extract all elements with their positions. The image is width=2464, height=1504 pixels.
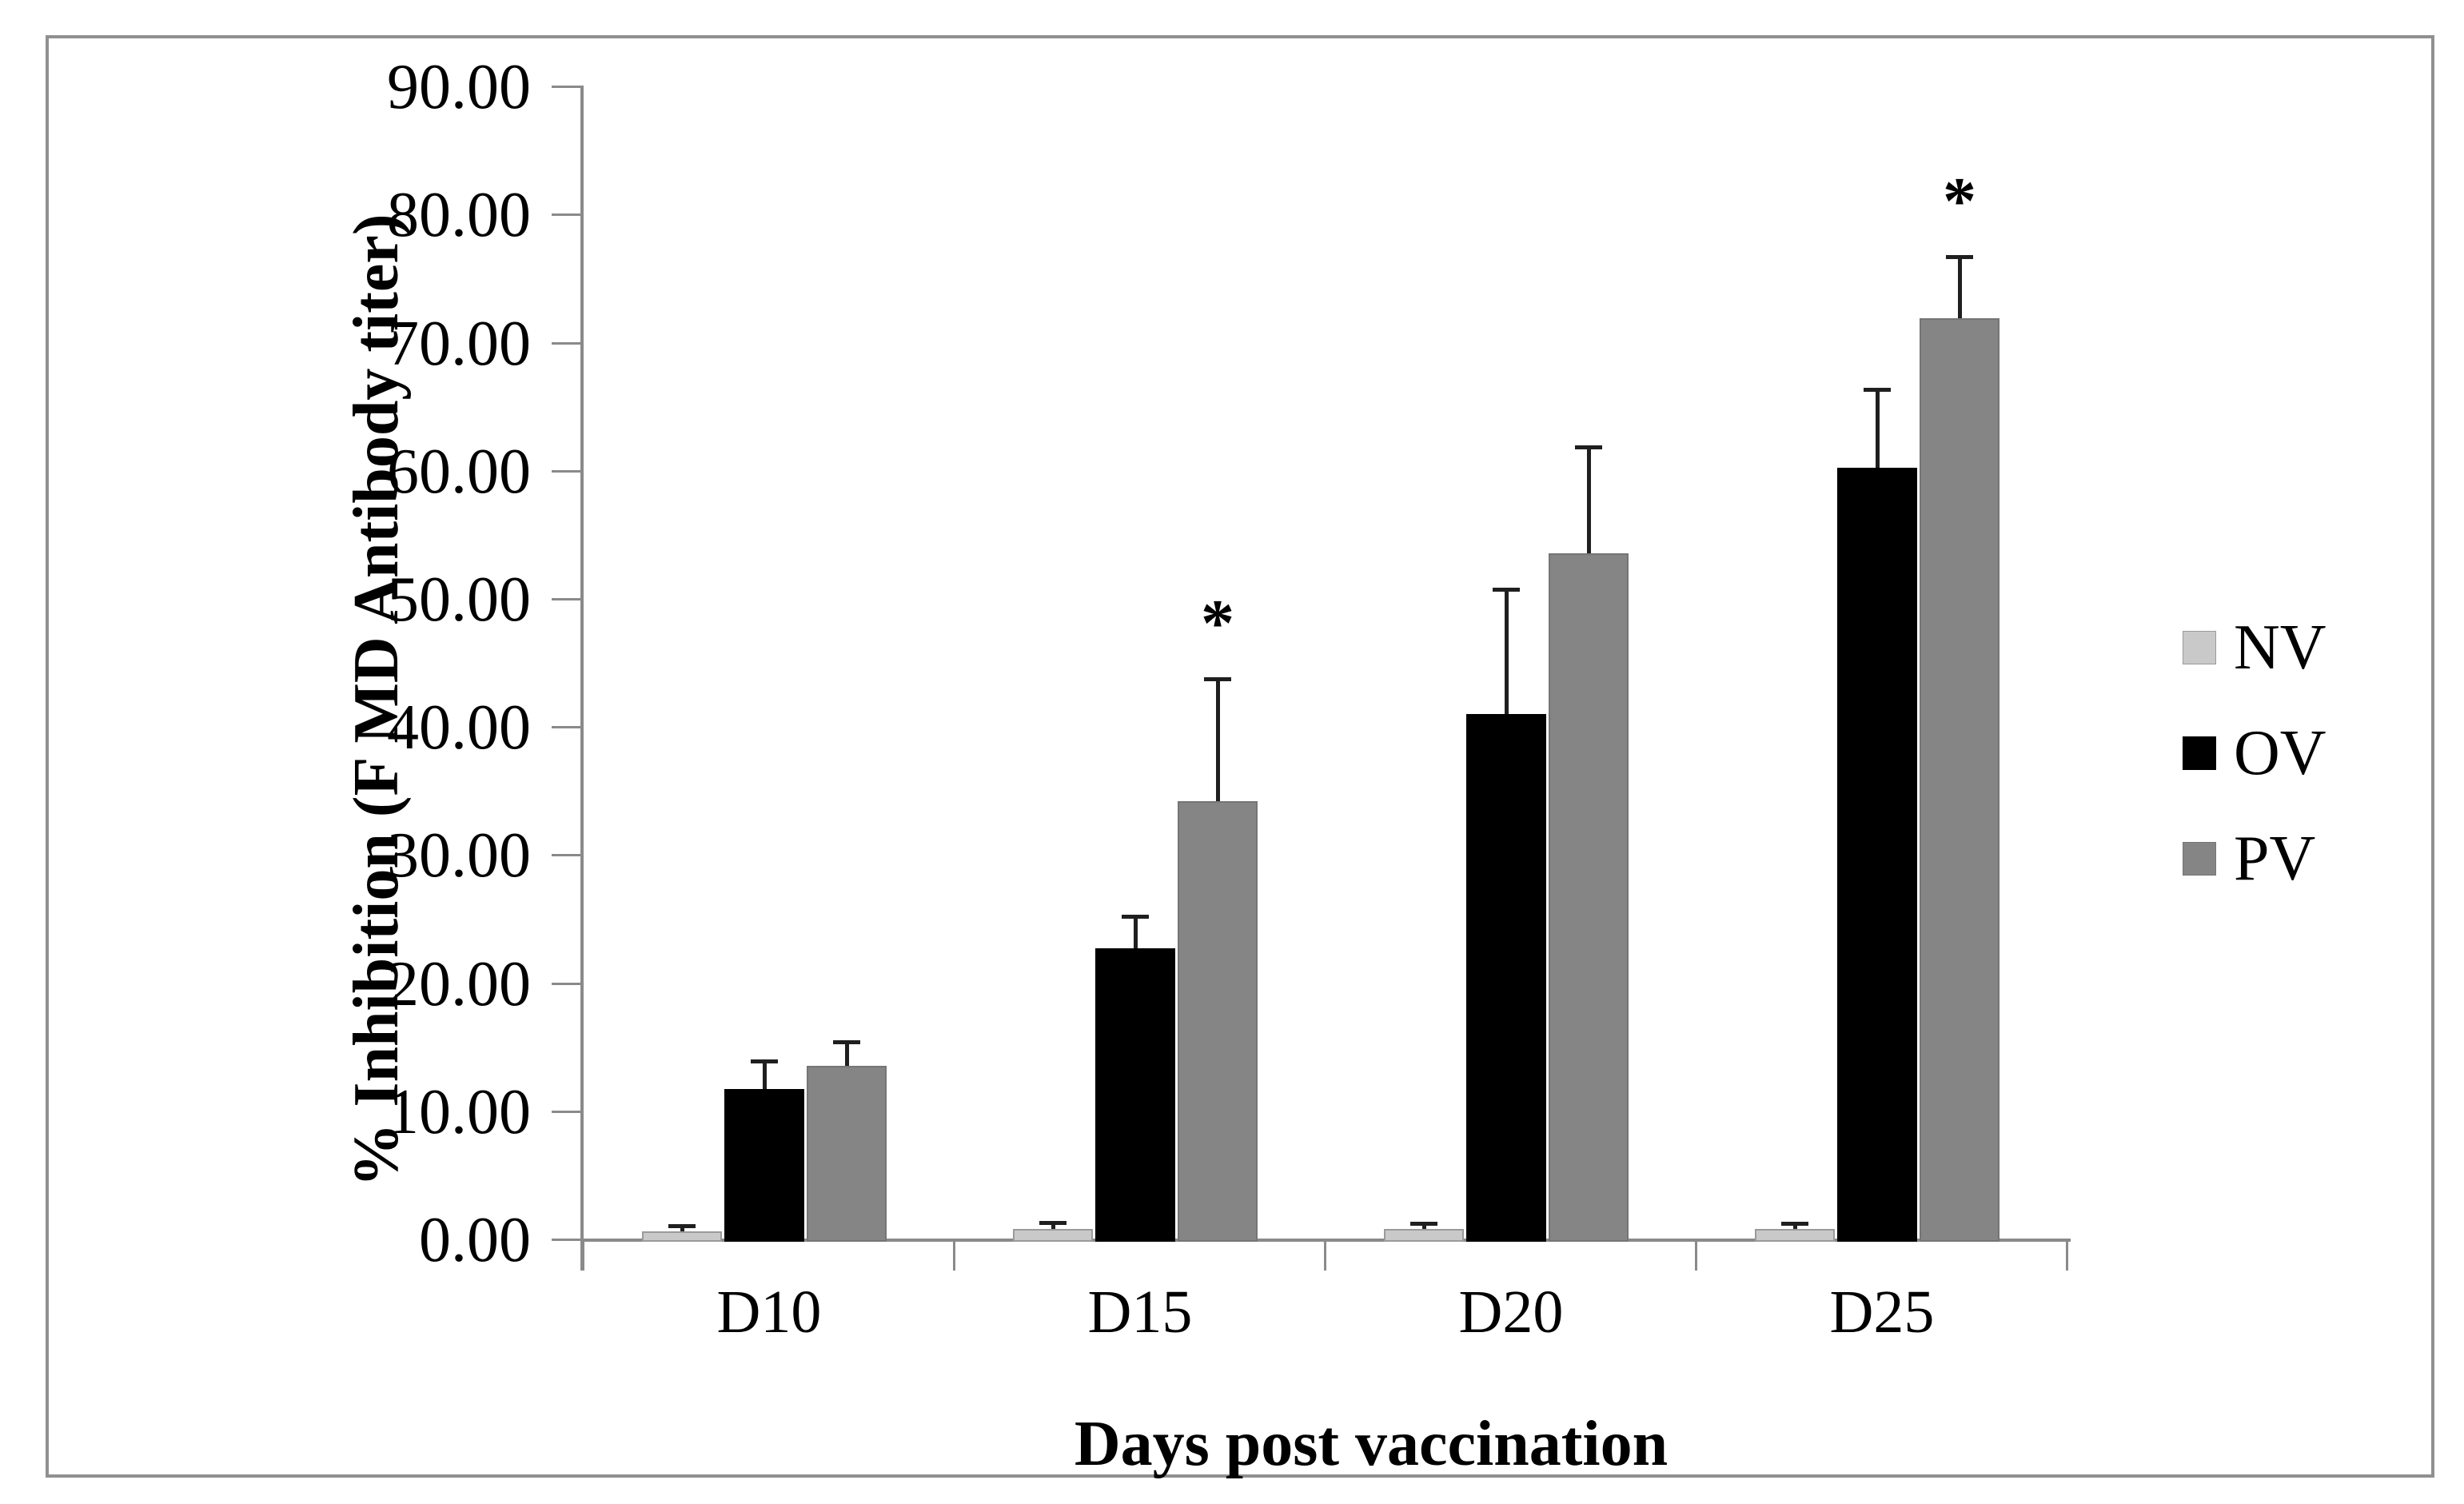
bar-ov-d20 [1466,713,1546,1242]
y-axis-tick [552,1239,580,1241]
error-bar-line [1215,679,1220,801]
y-axis-tick [552,982,580,985]
bar-pv-d10 [807,1066,887,1242]
y-axis-tick [552,1110,580,1113]
significance-asterisk: * [1943,163,1976,238]
error-bar-cap [833,1039,860,1044]
error-bar-cap [1493,588,1520,592]
y-axis-tick [552,86,580,89]
chart-frame: % Inhibition (F MD Antibody titer) Days … [46,35,2434,1478]
y-axis-tick [552,469,580,473]
x-axis-tick [2066,1242,2068,1271]
error-bar-cap [751,1059,778,1063]
x-axis-tick [1324,1242,1326,1271]
legend-swatch-nv [2183,631,2216,664]
error-bar-cap [1039,1220,1067,1225]
x-category-label: D15 [1087,1279,1193,1346]
bar-ov-d25 [1837,467,1917,1242]
error-bar-line [680,1226,684,1231]
bar-pv-d15 [1178,800,1258,1242]
error-bar-cap [1204,677,1231,682]
error-bar-line [1957,256,1962,318]
bar-nv-d10 [642,1231,722,1242]
x-axis-tick [1695,1242,1697,1271]
error-bar-line [1586,447,1591,554]
error-bar-cap [1946,254,1973,259]
significance-asterisk: * [1201,586,1234,661]
y-axis-tick [552,726,580,729]
x-axis-tick [953,1242,955,1271]
bar-ov-d15 [1095,947,1175,1242]
error-bar-line [1504,589,1509,714]
error-bar-line [1875,389,1880,468]
x-category-label: D25 [1829,1279,1935,1346]
error-bar-cap [1781,1222,1808,1227]
y-axis-tick-label: 80.00 [387,180,531,251]
error-bar-line [1051,1222,1055,1229]
y-axis-tick-label: 20.00 [387,948,531,1019]
y-axis-tick-label: 90.00 [387,52,531,123]
y-axis-tick-label: 0.00 [419,1205,531,1275]
error-bar-cap [1410,1222,1437,1227]
error-bar-cap [1122,914,1149,919]
bar-pv-d20 [1549,553,1629,1242]
y-axis-tick-label: 60.00 [387,436,531,507]
error-bar-line [762,1060,767,1089]
bar-nv-d25 [1755,1229,1835,1242]
error-bar-cap [668,1224,696,1229]
error-bar-line [1792,1223,1797,1230]
legend-label-ov: OV [2234,718,2326,788]
y-axis-tick-label: 30.00 [387,820,531,892]
bar-pv-d25 [1920,317,2000,1242]
y-axis-tick-label: 50.00 [387,564,531,635]
legend-item-pv: PV [2183,825,2315,892]
y-axis-tick [552,854,580,857]
y-axis-tick-label: 70.00 [387,308,531,379]
x-axis-line [580,1239,2071,1242]
y-axis-tick [552,598,580,600]
bar-nv-d20 [1384,1229,1464,1242]
y-axis-line [580,86,584,1271]
legend-swatch-ov [2183,736,2216,770]
error-bar-cap [1864,388,1891,393]
y-axis-tick [552,341,580,345]
error-bar-cap [1575,445,1602,450]
error-bar-line [1421,1223,1426,1230]
legend-label-nv: NV [2234,612,2326,683]
x-category-label: D10 [716,1279,822,1346]
legend-item-nv: NV [2183,614,2326,681]
error-bar-line [844,1041,849,1067]
bar-ov-d10 [724,1088,804,1242]
y-axis-tick-label: 40.00 [387,692,531,764]
y-axis-tick [552,213,580,217]
y-axis-tick-label: 10.00 [387,1076,531,1147]
x-category-label: D20 [1458,1279,1564,1346]
x-axis-tick [582,1242,584,1271]
legend-label-pv: PV [2234,824,2316,894]
error-bar-line [1133,916,1138,948]
bar-nv-d15 [1013,1228,1093,1242]
legend-item-ov: OV [2183,720,2326,787]
x-axis-title: Days post vaccination [1074,1409,1669,1479]
legend-swatch-pv [2183,842,2216,876]
